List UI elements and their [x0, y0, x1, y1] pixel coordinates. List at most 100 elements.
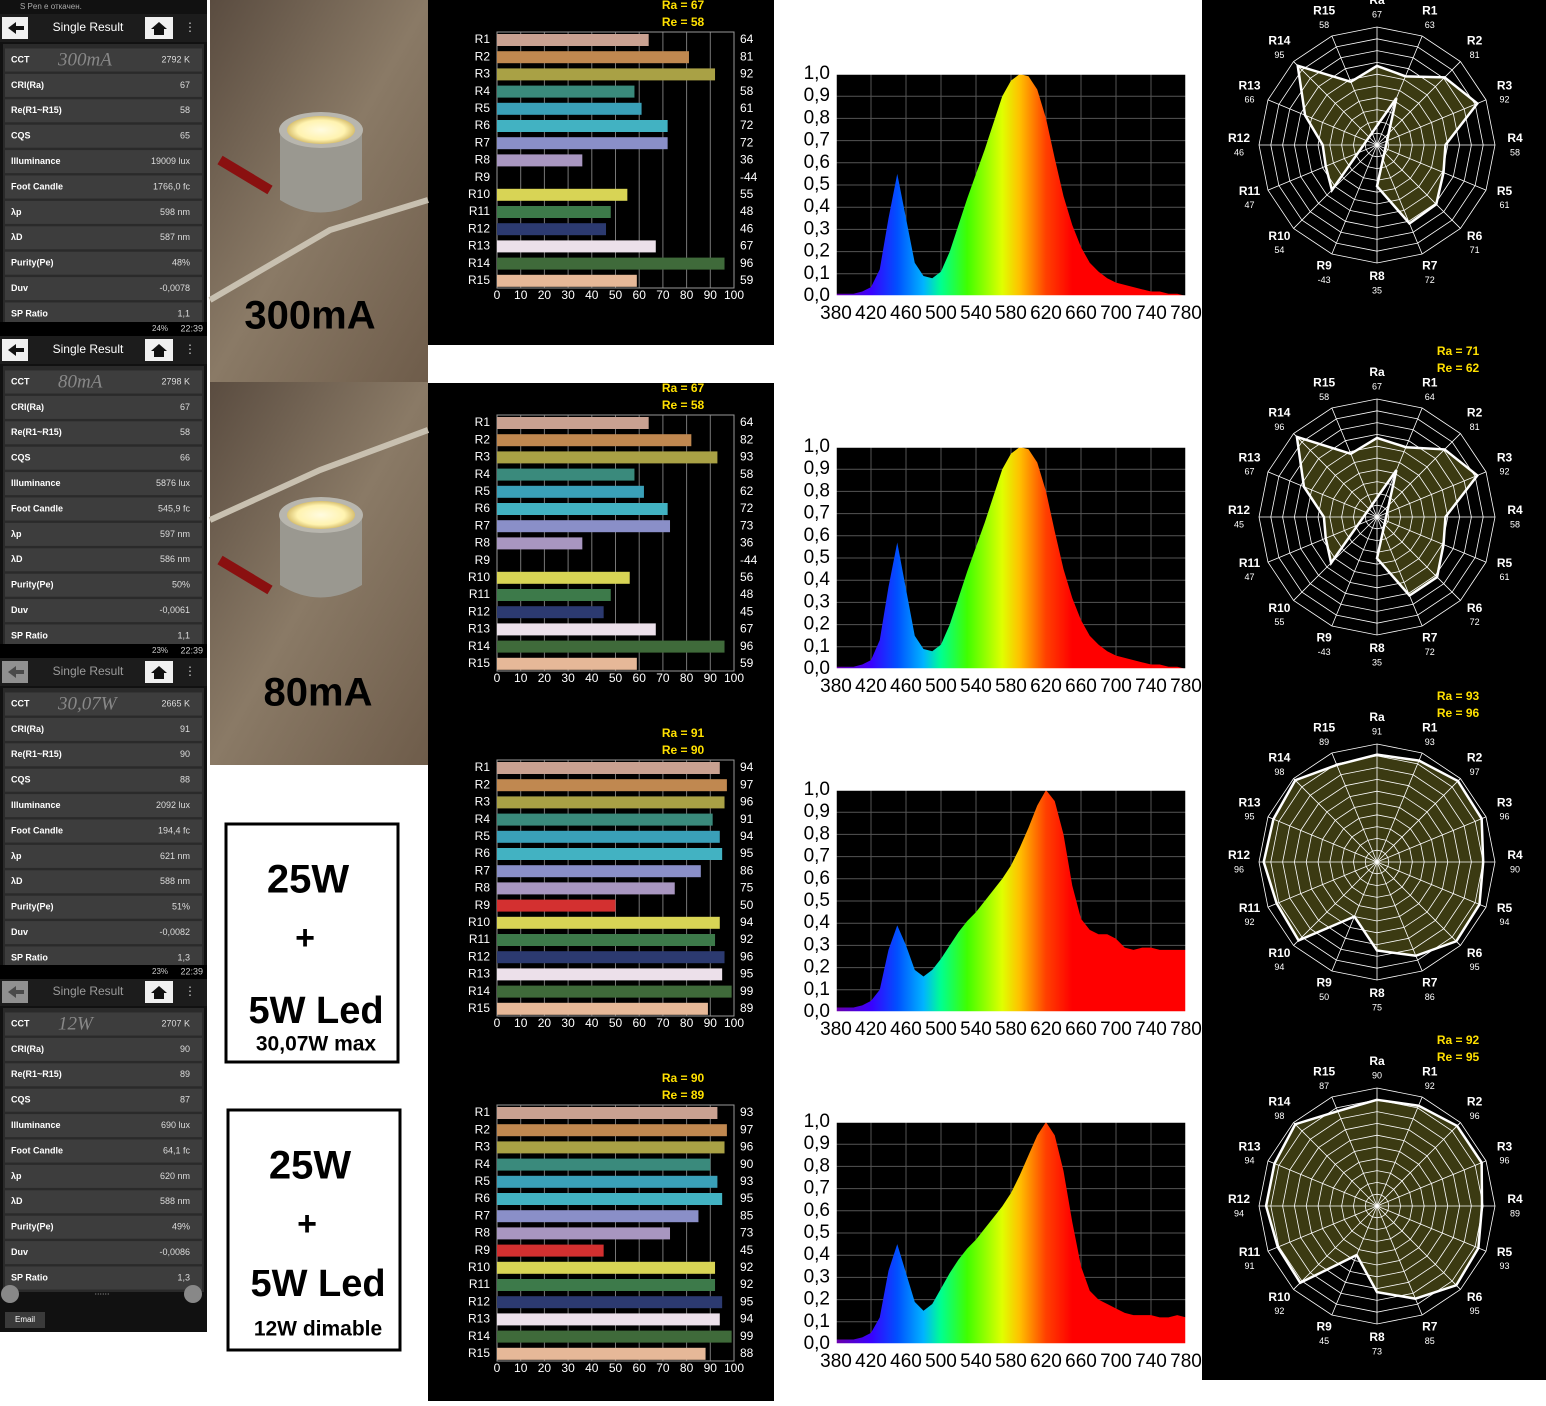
radar-spoke — [1376, 516, 1461, 601]
row — [5, 497, 202, 521]
axis-label: R7 — [1422, 259, 1438, 273]
row — [5, 946, 202, 970]
axis-label: R4 — [1507, 503, 1523, 517]
category-label: R9 — [475, 553, 491, 567]
value-label: 59 — [740, 656, 754, 670]
value-label: 94 — [740, 829, 754, 843]
row-label: CQS — [11, 453, 31, 463]
radar-spoke — [1376, 144, 1487, 191]
category-label: R1 — [475, 760, 491, 774]
radar-spoke — [1376, 816, 1487, 863]
y-tick-label: 0,2 — [804, 1289, 830, 1310]
row-value: 5876 lux — [156, 478, 191, 488]
row-label: Duv — [11, 927, 28, 937]
y-tick-label: 0,8 — [804, 1155, 830, 1176]
category-label: R10 — [468, 187, 490, 201]
axis-label: R3 — [1497, 450, 1513, 464]
value-label: 58 — [740, 84, 754, 98]
category-label: R10 — [468, 915, 490, 929]
category-label: R5 — [475, 829, 491, 843]
row-value: 2798 K — [161, 376, 190, 386]
axis-label: R11 — [1239, 1245, 1261, 1259]
bar — [497, 589, 611, 601]
radar-spoke — [1293, 61, 1378, 146]
category-label: R7 — [475, 135, 491, 149]
value-label: 96 — [1499, 1156, 1509, 1166]
x-tick-label: 40 — [585, 1361, 599, 1375]
row-value: 588 nm — [160, 1196, 190, 1206]
row-value: 690 lux — [161, 1120, 191, 1130]
row-value: 64,1 fc — [163, 1145, 191, 1155]
value-label: -44 — [740, 170, 758, 184]
row — [5, 1266, 202, 1290]
row-value: 90 — [180, 749, 190, 759]
value-label: 36 — [740, 536, 754, 550]
value-label: 46 — [740, 221, 754, 235]
bar — [497, 796, 725, 809]
annotation: Ra = 71 — [1437, 344, 1480, 358]
category-label: R1 — [475, 415, 491, 429]
row-label: CRI(Ra) — [11, 80, 44, 90]
x-tick-label: 50 — [609, 288, 623, 302]
y-tick-label: 0,0 — [804, 1001, 830, 1022]
y-tick-label: 0,2 — [804, 957, 830, 978]
value-label: 72 — [740, 501, 754, 515]
axis-label: R1 — [1422, 4, 1438, 18]
y-tick-label: 0,7 — [804, 130, 830, 151]
x-tick-label: 100 — [724, 1361, 744, 1375]
row — [5, 1063, 202, 1087]
value-label: 81 — [740, 49, 754, 63]
bar — [497, 68, 716, 81]
row-label: Purity(Pe) — [11, 580, 54, 590]
value-label: 55 — [1274, 617, 1284, 627]
row-label: CCT — [11, 698, 30, 708]
x-tick-label: 740 — [1135, 1351, 1167, 1372]
row-label: Re(R1~R15) — [11, 427, 62, 437]
row-value: 90 — [180, 1044, 190, 1054]
y-tick-label: 0,2 — [804, 614, 830, 635]
bar — [497, 120, 668, 132]
value-label: 72 — [1425, 647, 1435, 657]
y-tick-label: 0,6 — [804, 152, 830, 173]
y-tick-label: 0,5 — [804, 547, 830, 568]
row-value: 89 — [180, 1069, 190, 1079]
radar-spoke — [1267, 861, 1378, 908]
annotation: Re = 95 — [1437, 1050, 1480, 1064]
row-label: Re(R1~R15) — [11, 1069, 62, 1079]
value-label: 55 — [740, 187, 754, 201]
y-tick-label: 0,5 — [804, 890, 830, 911]
status-time: 22:39 — [180, 323, 203, 333]
row-label: SP Ratio — [11, 630, 48, 640]
x-tick-label: 660 — [1065, 676, 1097, 697]
caption: 300mA — [244, 294, 375, 338]
header-title: Single Result — [53, 984, 124, 998]
row — [5, 1139, 202, 1163]
notice: S Pen e откачен. — [20, 2, 82, 11]
row — [5, 844, 202, 868]
home-icon — [151, 666, 167, 679]
value-label: 85 — [1425, 1336, 1435, 1346]
axis-label: R14 — [1268, 751, 1290, 765]
row-label: Re(R1~R15) — [11, 105, 62, 115]
caption: 30,07W max — [256, 1033, 377, 1056]
bar — [497, 1279, 716, 1291]
caption: 25W — [269, 1144, 351, 1188]
y-tick-label: 0,6 — [804, 525, 830, 546]
x-tick-label: 100 — [724, 288, 744, 302]
row-label: Illuminance — [11, 1120, 61, 1130]
row-value: -0,0078 — [159, 283, 190, 293]
row-label: Duv — [11, 283, 28, 293]
home-icon — [151, 344, 167, 357]
value-label: 71 — [1470, 245, 1480, 255]
email-button[interactable] — [5, 1312, 45, 1328]
row-label: λD — [11, 876, 23, 886]
radar-spoke — [1376, 861, 1461, 946]
y-tick-label: 0,7 — [804, 1178, 830, 1199]
spectrum-area — [836, 790, 1186, 1012]
value-label: 75 — [1372, 1002, 1382, 1012]
category-label: R12 — [468, 221, 490, 235]
value-label: 61 — [1499, 200, 1509, 210]
y-tick-label: 0,0 — [804, 658, 830, 679]
row-value: -0,0061 — [159, 605, 190, 615]
